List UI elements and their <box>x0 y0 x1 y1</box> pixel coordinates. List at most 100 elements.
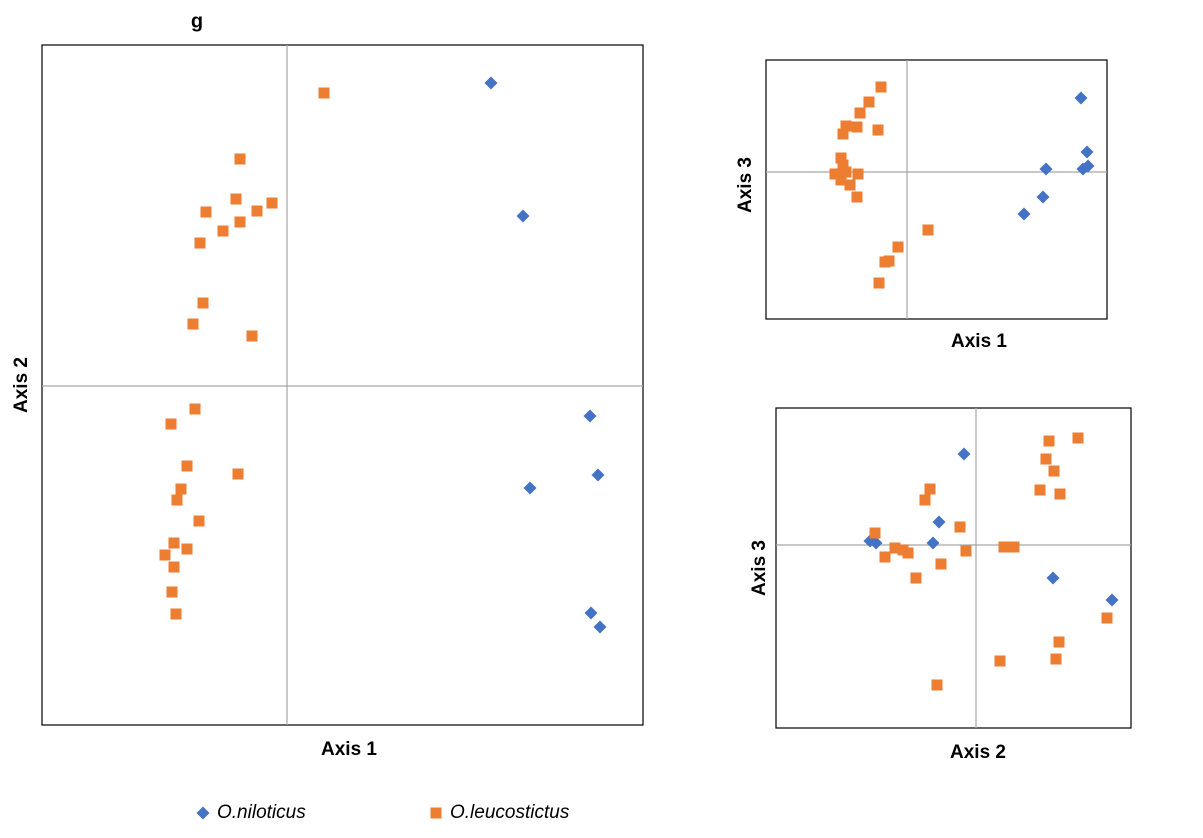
data-point <box>960 545 972 557</box>
plot-frame <box>41 44 644 726</box>
data-point <box>1039 162 1053 176</box>
data-point <box>591 468 605 482</box>
data-point <box>1074 91 1088 105</box>
data-point <box>171 494 183 506</box>
data-point <box>523 481 537 495</box>
data-point <box>234 216 246 228</box>
data-point <box>217 225 229 237</box>
data-point <box>922 224 934 236</box>
data-point <box>181 543 193 555</box>
data-point <box>170 608 182 620</box>
data-point <box>232 468 244 480</box>
data-point <box>919 494 931 506</box>
y-axis-label: Axis 3 <box>749 540 770 596</box>
data-point <box>166 586 178 598</box>
data-point <box>926 536 940 550</box>
data-point <box>994 655 1006 667</box>
data-point <box>193 515 205 527</box>
data-point <box>165 418 177 430</box>
data-point <box>852 168 864 180</box>
data-point <box>251 205 263 217</box>
data-point <box>910 572 922 584</box>
data-point <box>954 521 966 533</box>
data-point <box>851 191 863 203</box>
data-point <box>957 447 971 461</box>
data-point <box>863 96 875 108</box>
data-point <box>998 541 1010 553</box>
legend-label: O.niloticus <box>217 802 306 823</box>
data-point <box>829 168 841 180</box>
data-point <box>266 197 278 209</box>
data-point <box>1008 541 1020 553</box>
data-point <box>197 297 209 309</box>
data-point <box>189 403 201 415</box>
data-point <box>1050 653 1062 665</box>
data-point <box>879 256 891 268</box>
y-axis-label: Axis 2 <box>11 357 32 413</box>
data-point <box>1036 190 1050 204</box>
data-point <box>840 166 852 178</box>
data-point <box>873 277 885 289</box>
data-point <box>1105 593 1119 607</box>
data-point <box>935 558 947 570</box>
data-point <box>875 81 887 93</box>
data-point <box>175 483 187 495</box>
data-point <box>516 209 530 223</box>
data-point <box>593 620 607 634</box>
data-point <box>234 153 246 165</box>
data-point <box>1081 159 1095 173</box>
y-axis-label: Axis 3 <box>735 157 756 213</box>
data-point <box>194 237 206 249</box>
data-point <box>851 121 863 133</box>
data-point <box>181 460 193 472</box>
data-point <box>187 318 199 330</box>
data-point <box>869 527 881 539</box>
x-axis-label: Axis 2 <box>950 742 1006 763</box>
data-point <box>159 549 171 561</box>
data-point <box>872 124 884 136</box>
data-point <box>1040 453 1052 465</box>
data-point <box>932 515 946 529</box>
data-point <box>869 536 883 550</box>
data-point <box>584 606 598 620</box>
data-point <box>1017 207 1031 221</box>
data-point <box>1034 484 1046 496</box>
plot-frame <box>765 59 1108 320</box>
data-point <box>230 193 242 205</box>
data-point <box>1048 465 1060 477</box>
legend-marker <box>196 806 210 820</box>
data-point <box>1043 435 1055 447</box>
x-axis-label: Axis 1 <box>321 739 377 760</box>
data-point <box>1072 432 1084 444</box>
data-point <box>583 409 597 423</box>
data-point <box>892 241 904 253</box>
data-point <box>246 330 258 342</box>
data-point <box>1053 636 1065 648</box>
data-point <box>889 542 901 554</box>
data-point <box>1101 612 1113 624</box>
data-point <box>837 128 849 140</box>
data-point <box>844 179 856 191</box>
data-point <box>931 679 943 691</box>
data-point <box>902 547 914 559</box>
x-axis-label: Axis 1 <box>951 331 1007 352</box>
data-point <box>924 483 936 495</box>
data-point <box>854 107 866 119</box>
data-point <box>168 561 180 573</box>
legend-label: O.leucostictus <box>450 802 570 823</box>
legend-marker <box>430 807 442 819</box>
data-point <box>879 551 891 563</box>
data-point <box>1080 145 1094 159</box>
plot-frame <box>775 407 1132 729</box>
data-point <box>484 76 498 90</box>
data-point <box>1046 571 1060 585</box>
data-point <box>835 152 847 164</box>
data-point <box>840 120 852 132</box>
data-point <box>318 87 330 99</box>
data-point <box>1054 488 1066 500</box>
data-point <box>837 159 849 171</box>
data-point <box>200 206 212 218</box>
chart-title: g <box>191 10 203 32</box>
data-point <box>168 537 180 549</box>
